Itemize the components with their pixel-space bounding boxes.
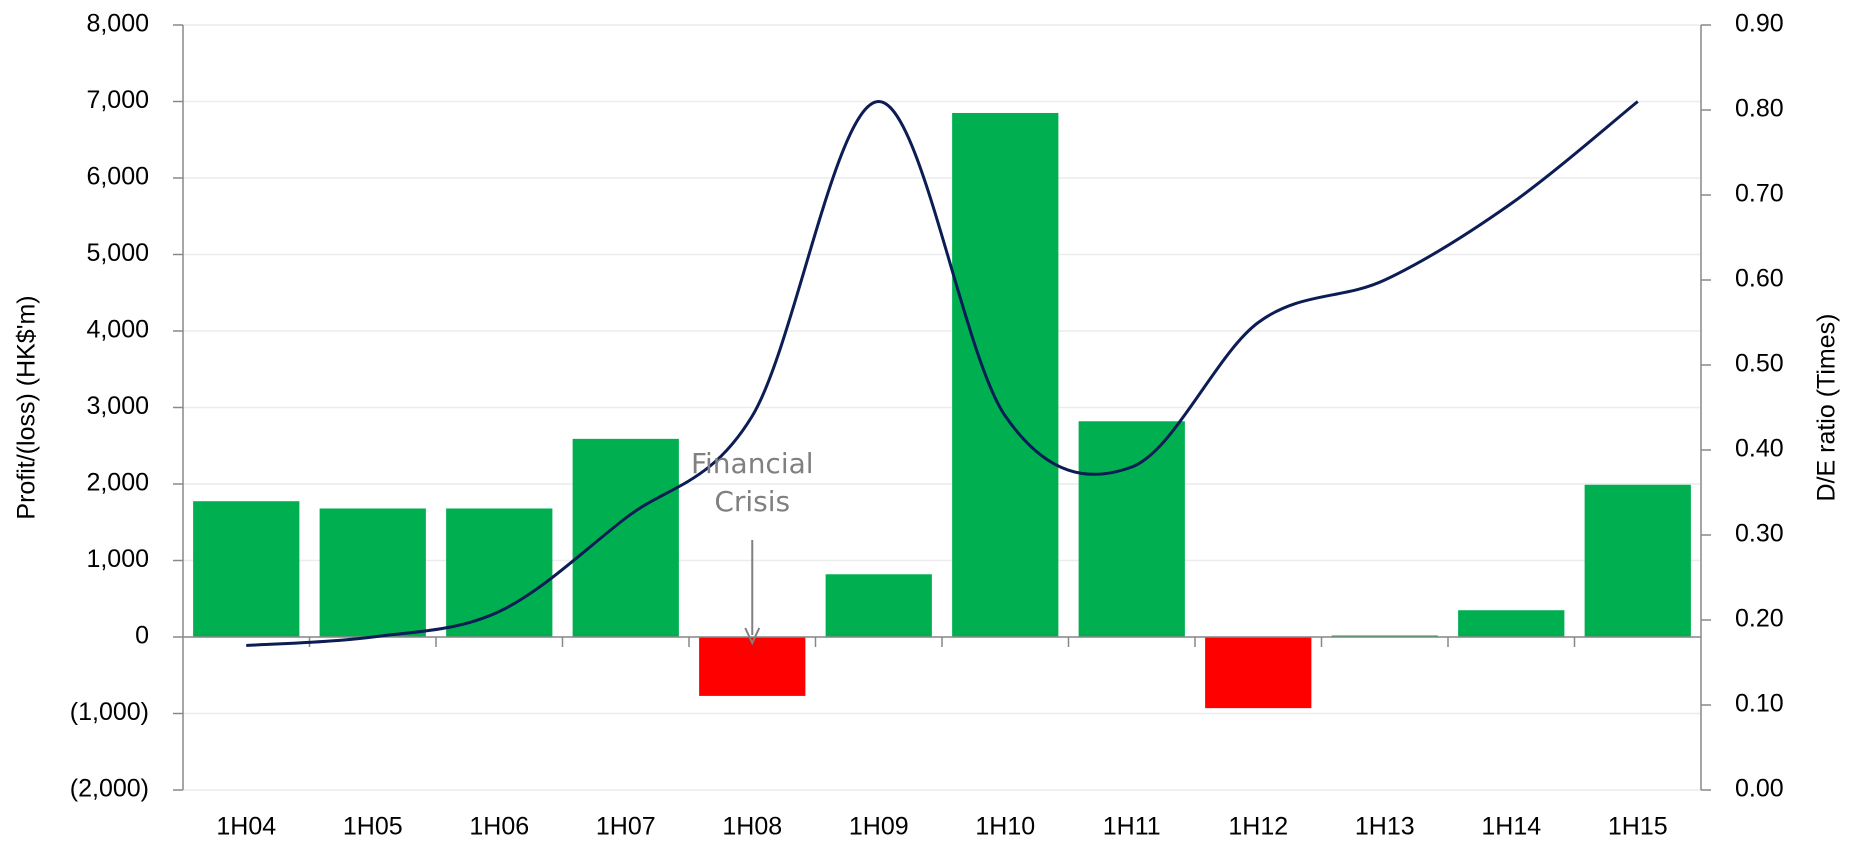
- y2-tick-label: 0.20: [1735, 605, 1784, 633]
- y-tick-label: (1,000): [70, 698, 149, 726]
- y-tick-label: 0: [135, 622, 149, 650]
- bar: [446, 508, 553, 637]
- x-tick-label: 1H12: [1228, 813, 1288, 841]
- x-tick-label: 1H07: [596, 813, 656, 841]
- bar: [952, 112, 1059, 638]
- bar: [1331, 635, 1438, 637]
- y2-tick-label: 0.60: [1735, 265, 1784, 293]
- y2-axis-title: D/E ratio (Times): [1813, 314, 1841, 502]
- bar: [1078, 421, 1185, 637]
- annotation-arrowhead: [744, 627, 761, 646]
- y-tick-label: (2,000): [70, 775, 149, 803]
- y2-tick-label: 0.00: [1735, 775, 1784, 803]
- x-tick-label: 1H08: [722, 813, 782, 841]
- bar: [572, 438, 679, 637]
- x-tick-label: 1H04: [216, 813, 276, 841]
- y-tick-label: 8,000: [86, 10, 149, 38]
- annotation: Financial: [691, 447, 814, 480]
- bar: [1458, 610, 1565, 637]
- x-tick-label: 1H05: [343, 813, 403, 841]
- y-tick-label: 1,000: [86, 545, 149, 573]
- x-tick-label: 1H11: [1103, 813, 1161, 841]
- y2-tick-label: 0.90: [1735, 10, 1784, 38]
- bar: [1584, 484, 1691, 637]
- x-tick-label: 1H15: [1608, 813, 1668, 841]
- y-tick-label: 6,000: [86, 163, 149, 191]
- y2-tick-label: 0.80: [1735, 95, 1784, 123]
- y2-tick-label: 0.30: [1735, 520, 1784, 548]
- bar: [825, 574, 932, 637]
- y2-tick-label: 0.10: [1735, 690, 1784, 718]
- x-tick-label: 1H13: [1355, 813, 1415, 841]
- bar: [319, 508, 426, 637]
- x-tick-label: 1H10: [975, 813, 1035, 841]
- y-tick-label: 2,000: [86, 469, 149, 497]
- y-tick-label: 3,000: [86, 392, 149, 420]
- y2-tick-label: 0.70: [1735, 180, 1784, 208]
- y-tick-label: 5,000: [86, 239, 149, 267]
- y-axis-title: Profit/(loss) (HK$'m): [13, 295, 41, 519]
- line-series: [246, 99, 1639, 647]
- x-tick-label: 1H06: [469, 813, 529, 841]
- y2-tick-label: 0.40: [1735, 435, 1784, 463]
- x-tick-label: 1H09: [849, 813, 909, 841]
- bar: [193, 501, 300, 637]
- x-tick-label: 1H14: [1481, 813, 1541, 841]
- y-tick-label: 4,000: [86, 316, 149, 344]
- annotation: Crisis: [714, 485, 790, 518]
- bar: [1205, 637, 1312, 709]
- bar: [699, 637, 806, 696]
- y2-tick-label: 0.50: [1735, 350, 1784, 378]
- y-tick-label: 7,000: [86, 86, 149, 114]
